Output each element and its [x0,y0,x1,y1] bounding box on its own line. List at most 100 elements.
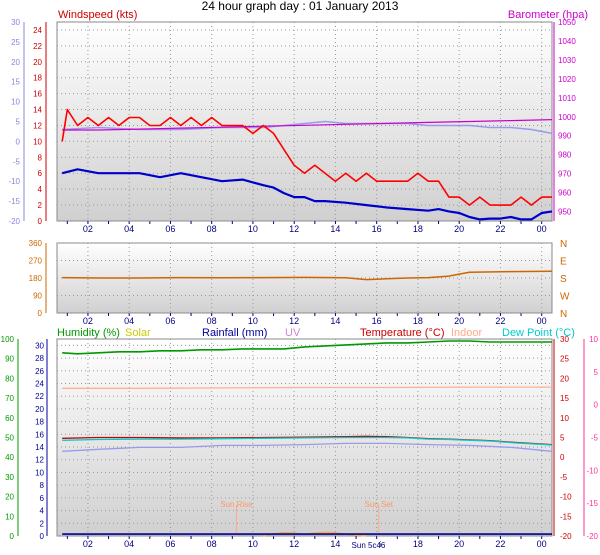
wind-outer-y-tick-label: -15 [8,197,20,206]
wind-y-tick-label: 22 [33,42,42,51]
humidity-x-tick-label: 20 [454,539,464,549]
wind-x-tick-label: 06 [165,224,175,234]
wind-y-tick-label: 4 [38,185,43,194]
humidity-y-tick-label: 60 [5,414,14,423]
rain-y-tick-label: 18 [35,418,44,427]
wind-x-tick-label: 04 [124,224,134,234]
humidity-series-0 [62,340,552,355]
wind-y-tick-label: 14 [33,106,42,115]
wind-x-tick-label: 20 [454,224,464,234]
temp-y-tick-label: 20 [560,374,569,383]
humidity-y-tick-label: 90 [5,355,14,364]
baro-y-tick-label: 980 [558,151,572,160]
wind-y-tick-label: 24 [33,26,42,35]
legend-entry: Indoor [451,327,483,339]
wind-outer-y-tick-label: 30 [11,18,20,27]
temp-y-tick-label: 25 [560,355,569,364]
direction-x-tick-label: 12 [289,316,299,326]
humidity-y-tick-label: 70 [5,394,14,403]
wind-x-tick-label: 18 [413,224,423,234]
rain-y-tick-label: 16 [35,430,44,439]
humidity-x-tick-label: 02 [83,539,93,549]
direction-y-tick-label: 0 [38,309,43,318]
humidity-series-4 [62,442,553,452]
wind-y-tick-label: 12 [33,121,42,130]
temp-y-tick-label: -10 [560,493,572,502]
humidity-x-tick-label: 10 [248,539,258,549]
rain-y-tick-label: 24 [35,379,44,388]
baro-y-tick-label: 1020 [558,75,576,84]
baro-y-tick-label: 1000 [558,113,576,122]
rain-y-tick-label: 28 [35,354,44,363]
legend-entry: Rainfall (mm) [202,327,267,339]
direction-x-tick-label: 00 [537,316,547,326]
temp-outer-y-tick-label: 0 [594,401,599,410]
wind-x-tick-label: 22 [495,224,505,234]
wind-axis-label: Windspeed (kts) [58,9,137,21]
baro-y-tick-label: 990 [558,132,572,141]
direction-x-tick-label: 04 [124,316,134,326]
compass-label: E [560,257,567,268]
temp-y-tick-label: 0 [560,453,565,462]
wind-x-tick-label: 10 [248,224,258,234]
humidity-y-tick-label: 40 [5,453,14,462]
humidity-x-tick-label: 04 [124,539,134,549]
baro-y-tick-label: 950 [558,208,572,217]
direction-x-tick-label: 08 [207,316,217,326]
rain-y-tick-label: 12 [35,456,44,465]
temp-outer-y-tick-label: 10 [589,335,598,344]
humidity-y-tick-label: 20 [5,493,14,502]
humidity-y-tick-label: 50 [5,434,14,443]
rain-y-tick-label: 4 [40,507,45,516]
temp-y-tick-label: 15 [560,394,569,403]
wind-outer-y-tick-label: 15 [11,78,20,87]
temp-y-tick-label: -15 [560,512,572,521]
temp-y-tick-label: 30 [560,335,569,344]
rain-y-tick-label: 8 [40,481,45,490]
humidity-y-tick-label: 10 [5,512,14,521]
humidity-series-2 [62,436,553,446]
wind-outer-y-tick-label: 10 [11,98,20,107]
baro-y-tick-label: 970 [558,170,572,179]
rain-y-tick-label: 0 [40,532,45,541]
humidity-y-tick-label: 30 [5,473,14,482]
baro-y-tick-label: 1050 [558,18,576,27]
temp-y-tick-label: 5 [560,434,565,443]
sun-rise-label: Sun Rise [220,500,253,509]
wind-x-tick-label: 14 [330,224,340,234]
sun-note-bg [360,539,381,549]
legend-entry: Dew Point (°C) [502,327,575,339]
legend-entry: Temperature (°C) [360,327,444,339]
wind-y-tick-label: 2 [38,201,43,210]
baro-y-tick-label: 1040 [558,37,576,46]
rain-y-tick-label: 10 [35,468,44,477]
baro-axis-label: Barometer (hpa) [508,9,588,21]
direction-x-tick-label: 18 [413,316,423,326]
wind-y-tick-label: 18 [33,74,42,83]
humidity-y-tick-label: 100 [1,335,15,344]
wind-outer-y-tick-label: 5 [16,118,21,127]
temp-outer-y-tick-label: -15 [586,499,598,508]
wind-x-tick-label: 00 [537,224,547,234]
temp-y-tick-label: -20 [560,532,572,541]
direction-x-tick-label: 10 [248,316,258,326]
wind-y-tick-label: 6 [38,169,43,178]
baro-y-tick-label: 1010 [558,94,576,103]
compass-label: N [560,309,567,320]
humidity-x-tick-label: 14 [330,539,340,549]
legend-entry: Solar [125,327,151,339]
rain-y-tick-label: 6 [40,494,45,503]
legend-entry: Humidity (%) [57,327,120,339]
wind-series-2 [62,119,553,131]
rain-y-tick-label: 30 [35,341,44,350]
rain-y-tick-label: 22 [35,392,44,401]
chart-title: 24 hour graph day : 01 January 2013 [201,0,399,13]
wind-y-tick-label: 10 [33,137,42,146]
wind-outer-y-tick-label: -20 [8,217,20,226]
sun-note-label: Sun 5c46 [352,541,386,550]
temp-outer-y-tick-label: -10 [586,466,598,475]
compass-label: N [560,239,567,250]
humidity-x-tick-label: 06 [165,539,175,549]
temp-outer-y-tick-label: 5 [594,368,599,377]
temp-y-tick-label: 10 [560,414,569,423]
